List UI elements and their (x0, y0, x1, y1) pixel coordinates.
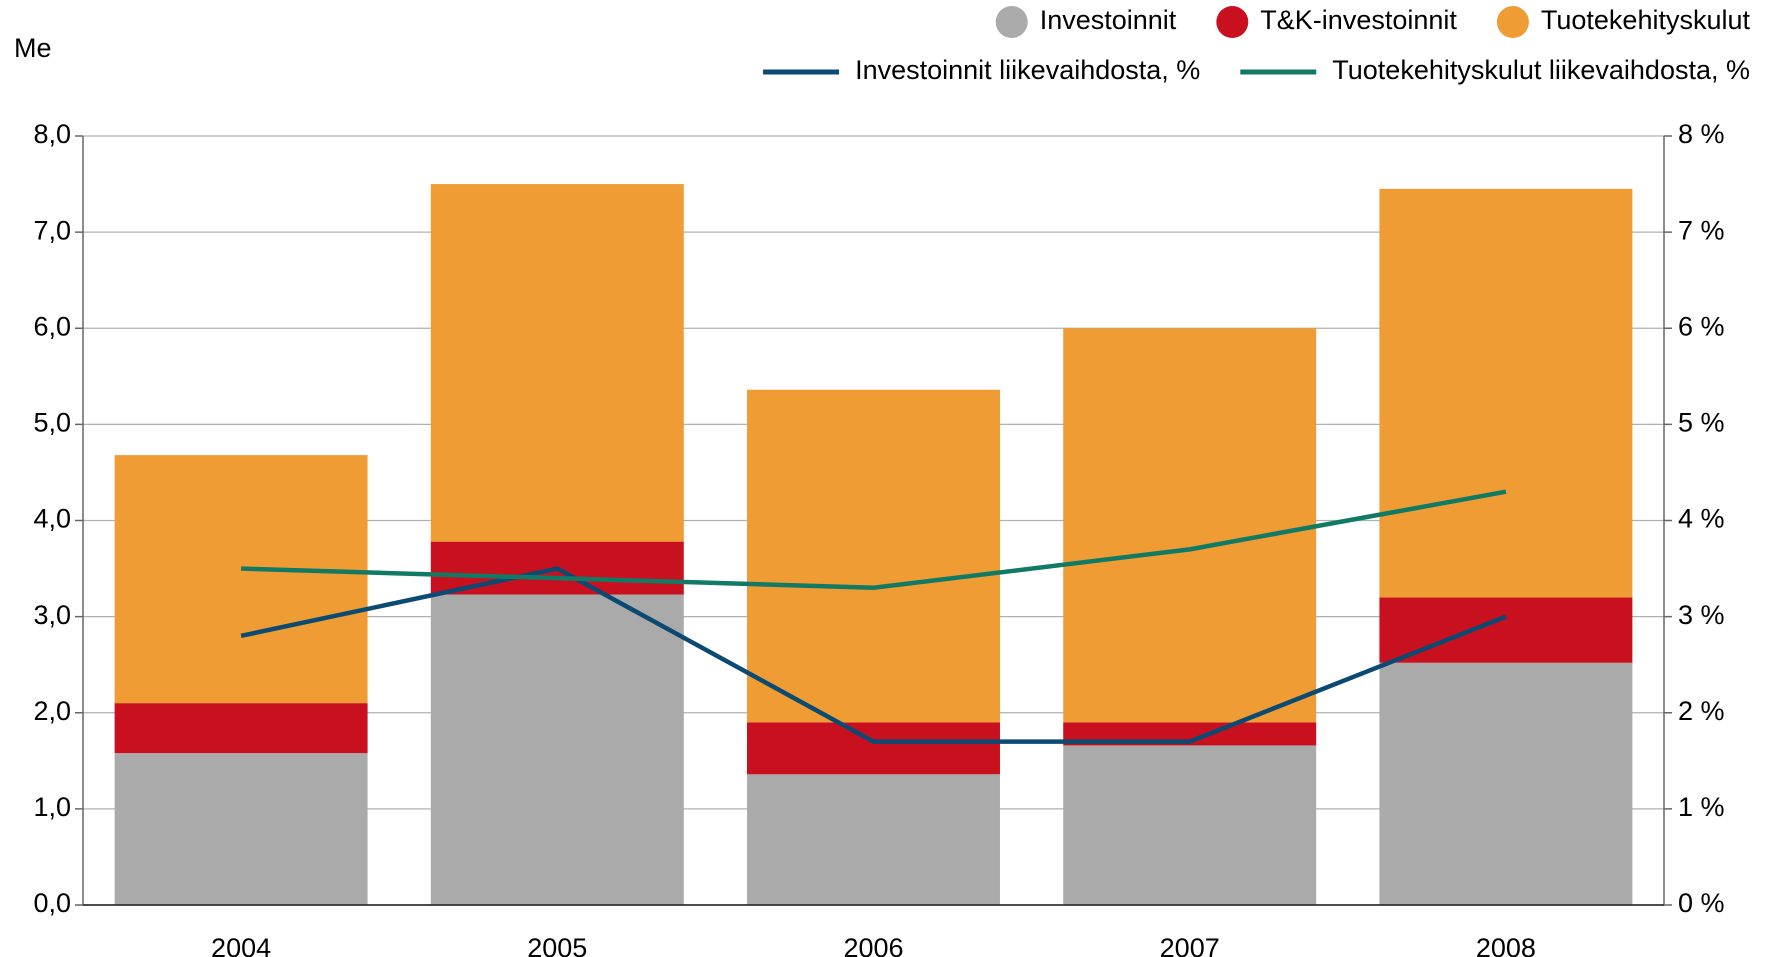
y-tick-label: 0,0 (33, 888, 71, 918)
y-tick-label: 8,0 (33, 119, 71, 149)
y2-tick-label: 6 % (1678, 311, 1725, 341)
bar (747, 722, 1000, 775)
y-tick-label: 5,0 (33, 408, 71, 438)
legend-swatch (995, 6, 1028, 38)
y-tick-label: 3,0 (33, 600, 71, 630)
bar (430, 184, 684, 542)
x-tick-label: 2008 (1476, 933, 1536, 957)
x-tick-label: 2007 (1160, 933, 1220, 957)
x-tick-label: 2004 (211, 933, 271, 957)
y2-tick-label: 3 % (1678, 600, 1725, 630)
line (240, 566, 1507, 744)
legend-label: Investoinnit liikevaihdosta, % (855, 55, 1200, 85)
x-tick-label: 2005 (527, 933, 587, 957)
bar (114, 753, 368, 905)
bar (747, 774, 1000, 905)
legend-label: Tuotekehityskulut liikevaihdosta, % (1332, 55, 1750, 85)
legend-swatch (1496, 6, 1529, 38)
bar (430, 594, 684, 905)
bar (114, 455, 368, 704)
legend-label: T&K-investoinnit (1260, 5, 1457, 35)
y2-tick-label: 5 % (1678, 408, 1725, 438)
y-tick-label: 4,0 (33, 504, 71, 534)
bar (1379, 188, 1633, 598)
y-tick-label: 1,0 (33, 792, 71, 822)
y2-tick-label: 1 % (1678, 792, 1725, 822)
legend-label: Investoinnit (1040, 5, 1177, 35)
bar (1063, 328, 1317, 723)
y-tick-label: 7,0 (33, 215, 71, 245)
bar (747, 389, 1000, 723)
y2-tick-label: 8 % (1678, 119, 1725, 149)
y2-tick-label: 2 % (1678, 696, 1725, 726)
y2-tick-label: 4 % (1678, 504, 1725, 534)
bar (1063, 745, 1317, 905)
legend-swatch (1216, 6, 1249, 38)
y-axis-label: Me (14, 33, 52, 63)
y-tick-label: 6,0 (33, 311, 71, 341)
line (241, 489, 1507, 591)
y-tick-label: 2,0 (33, 696, 71, 726)
bar (1379, 662, 1633, 905)
y2-tick-label: 7 % (1678, 215, 1725, 245)
x-tick-label: 2006 (843, 933, 903, 957)
y2-tick-label: 0 % (1678, 888, 1725, 918)
legend-label: Tuotekehityskulut (1541, 5, 1751, 35)
bar (114, 703, 368, 754)
